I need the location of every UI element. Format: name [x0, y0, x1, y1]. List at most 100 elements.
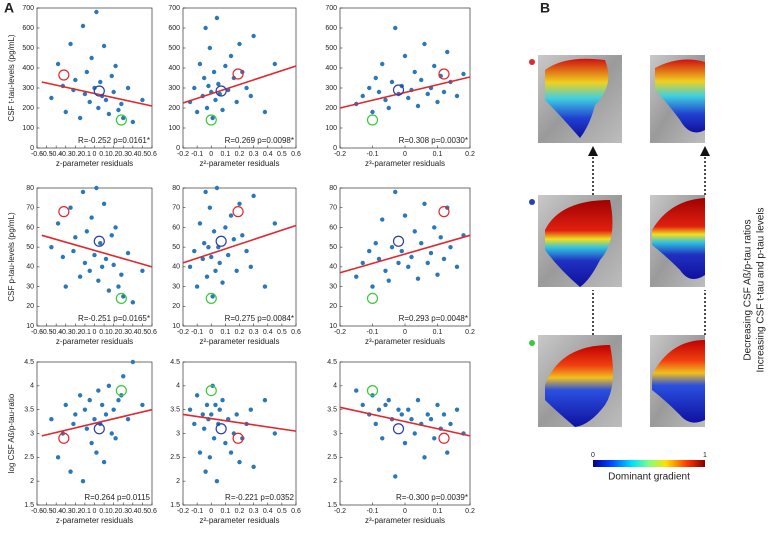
point: [214, 185, 220, 191]
x-axis-label: z³-parameter residuals: [365, 159, 445, 168]
y-tick-label: 500: [22, 45, 34, 52]
x-tick-label: 0.6: [147, 329, 157, 336]
point: [92, 417, 97, 422]
point: [360, 402, 365, 408]
point: [87, 397, 92, 403]
point: [82, 407, 88, 412]
point: [89, 440, 94, 446]
x-axis-label: z-parameter residuals: [56, 516, 133, 525]
point: [192, 85, 197, 91]
point: [435, 402, 440, 408]
x-tick-label: 0.2: [465, 151, 475, 158]
y-tick-label: 3: [176, 430, 180, 437]
y-tick-label: 30: [329, 283, 337, 290]
x-tick-label: 0.2: [465, 508, 475, 515]
point: [125, 417, 131, 422]
y-tick-label: 600: [22, 25, 34, 32]
point: [209, 254, 214, 260]
point: [99, 402, 105, 408]
point: [201, 241, 207, 246]
point: [237, 459, 242, 465]
point: [210, 294, 215, 299]
point: [96, 278, 101, 283]
point: [55, 61, 61, 67]
point: [380, 217, 385, 222]
point: [409, 254, 414, 260]
y-tick-label: 500: [168, 45, 180, 52]
x-tick-label: -0.1: [79, 151, 91, 158]
x-tick-label: 0: [209, 329, 213, 336]
point: [428, 417, 434, 422]
point: [248, 93, 253, 99]
point: [354, 274, 359, 279]
x-tick-label: -0.2: [177, 329, 189, 336]
y-tick-label: 1.5: [170, 502, 180, 509]
x-tick-label: 0.4: [128, 329, 138, 336]
point: [396, 260, 401, 266]
y-tick-label: 300: [22, 85, 34, 92]
point: [234, 99, 239, 105]
x-tick-label: 0.4: [128, 508, 138, 515]
point: [220, 397, 225, 403]
y-tick-label: 400: [325, 65, 337, 72]
highlight-ring: [392, 84, 405, 96]
point: [121, 115, 126, 121]
point: [441, 412, 447, 417]
point: [101, 459, 107, 465]
y-tick-label: 3: [30, 430, 34, 437]
highlight-ring: [392, 423, 405, 435]
stats-annotation: R=-0.300 p=0.0039*: [396, 493, 468, 502]
point: [207, 205, 213, 210]
point: [386, 397, 391, 403]
highlight-ring: [366, 385, 379, 397]
y-tick-label: 700: [22, 5, 34, 12]
point: [383, 97, 388, 103]
x-tick-label: 0.5: [277, 508, 287, 515]
highlight-ring: [438, 206, 450, 218]
highlight-ring: [93, 423, 105, 435]
point: [49, 417, 54, 422]
x-tick-label: 0.5: [138, 329, 148, 336]
point: [68, 469, 73, 474]
y-tick-label: 2.5: [327, 454, 337, 461]
point: [73, 77, 78, 83]
brain-overlay: [545, 200, 613, 287]
y-tick-label: 3: [333, 430, 337, 437]
point: [409, 417, 414, 422]
point: [262, 397, 268, 403]
point: [425, 412, 430, 417]
x-tick-label: 0.2: [109, 508, 119, 515]
point: [228, 53, 234, 59]
y-tick-label: 0: [333, 145, 337, 152]
y-tick-label: 0: [30, 145, 34, 152]
y-tick-label: 60: [26, 224, 34, 231]
point: [441, 256, 447, 262]
highlight-ring: [58, 206, 70, 218]
x-tick-label: 0.1: [433, 151, 443, 158]
point: [389, 244, 395, 250]
panel-label: B: [540, 0, 550, 16]
x-tick-label: -0.2: [69, 151, 81, 158]
fit-line: [182, 65, 297, 104]
point: [103, 412, 109, 417]
x-tick-label: 0.4: [128, 151, 138, 158]
point: [360, 260, 365, 266]
point: [370, 284, 375, 289]
point: [251, 193, 256, 199]
highlight-ring: [366, 292, 379, 304]
point: [425, 260, 430, 266]
point: [194, 284, 200, 289]
highlight-ring: [232, 68, 244, 80]
x-tick-label: 0.4: [263, 508, 273, 515]
point: [461, 71, 466, 77]
x-tick-label: -0.4: [50, 151, 62, 158]
y-tick-label: 40: [172, 264, 180, 271]
point: [130, 300, 136, 305]
point: [402, 53, 408, 59]
y-tick-label: 10: [329, 323, 337, 330]
point: [111, 407, 116, 412]
plot-frame: [182, 7, 297, 149]
point: [376, 256, 382, 262]
y-tick-label: 100: [168, 125, 180, 132]
y-tick-label: 1.5: [24, 502, 34, 509]
